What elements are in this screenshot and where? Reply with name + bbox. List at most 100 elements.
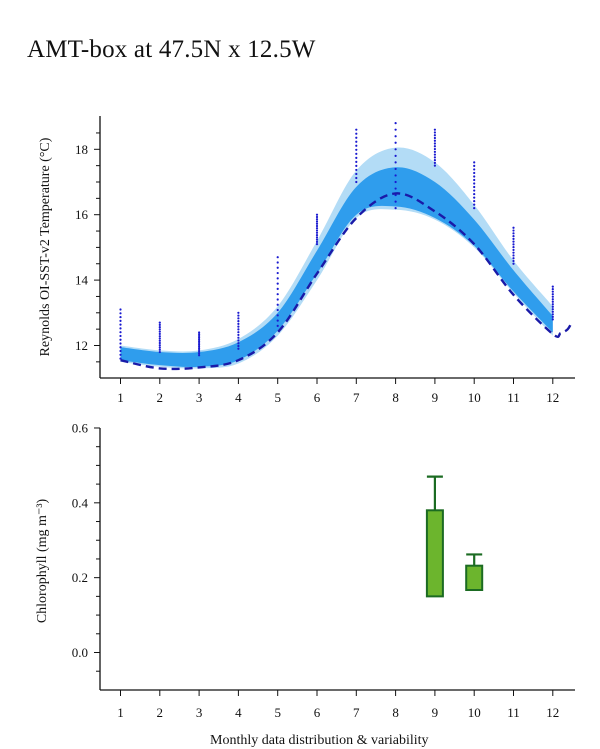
data-dot xyxy=(198,338,201,341)
data-dot xyxy=(237,331,240,334)
data-dot xyxy=(551,293,554,296)
data-dot xyxy=(315,233,319,237)
data-dot xyxy=(315,218,319,221)
x-tick-label: 7 xyxy=(353,390,360,405)
data-dot xyxy=(512,251,515,254)
data-dot xyxy=(237,328,240,331)
mean-temperature-line xyxy=(120,192,574,371)
x-tick-label: 10 xyxy=(468,390,481,405)
x-tick-label: 3 xyxy=(196,390,203,405)
x-tick-label: 9 xyxy=(432,390,439,405)
data-dot xyxy=(512,229,515,232)
data-dot xyxy=(315,231,319,234)
data-dot xyxy=(119,342,122,345)
dot-column-month-7 xyxy=(355,128,358,184)
data-dot xyxy=(394,122,397,125)
x-tick-label: 5 xyxy=(274,390,281,405)
data-dot xyxy=(119,346,122,349)
data-dot xyxy=(119,319,122,322)
data-dot xyxy=(237,344,240,348)
data-dot xyxy=(237,322,240,325)
data-dot xyxy=(315,220,319,223)
x-tick-label: 12 xyxy=(546,705,559,720)
data-dot xyxy=(119,353,122,356)
data-dot xyxy=(394,180,397,184)
data-dot xyxy=(119,331,122,334)
data-dot xyxy=(237,320,240,323)
data-dot xyxy=(355,160,358,163)
data-dot xyxy=(355,168,358,172)
x-tick-label: 1 xyxy=(117,705,124,720)
data-dot xyxy=(355,164,358,168)
data-dot xyxy=(276,303,279,306)
data-dot xyxy=(276,282,279,285)
data-dot xyxy=(276,298,279,301)
data-dot xyxy=(512,240,515,243)
x-tick-label: 11 xyxy=(507,705,520,720)
data-dot xyxy=(433,136,436,140)
data-dot xyxy=(433,131,436,134)
data-dot xyxy=(315,243,319,246)
data-dot xyxy=(433,139,436,142)
data-dot xyxy=(355,140,358,143)
x-tick-label: 5 xyxy=(274,705,281,720)
data-dot xyxy=(473,196,476,199)
dot-column-month-10 xyxy=(473,161,476,210)
data-dot xyxy=(512,243,515,246)
data-dot xyxy=(119,315,122,319)
data-dot xyxy=(237,311,240,314)
data-dot xyxy=(394,128,397,131)
data-dot xyxy=(551,308,554,311)
data-dot xyxy=(276,266,279,269)
data-dot xyxy=(158,328,161,331)
data-dot xyxy=(473,164,476,168)
data-dot xyxy=(433,128,436,131)
data-dot xyxy=(433,159,436,162)
dot-column-month-6 xyxy=(315,213,319,246)
data-dot xyxy=(551,318,554,321)
data-dot xyxy=(198,343,201,346)
data-dot xyxy=(433,156,436,159)
data-dot xyxy=(394,200,397,203)
data-dot xyxy=(394,207,397,210)
data-dot xyxy=(512,259,515,263)
data-dot xyxy=(158,346,161,349)
data-dot xyxy=(119,308,122,311)
data-dot xyxy=(237,342,240,345)
y-tick-label: 18 xyxy=(75,142,88,157)
data-dot xyxy=(158,350,161,354)
data-dot xyxy=(512,254,515,257)
data-dot xyxy=(315,240,319,243)
data-dot xyxy=(394,135,397,138)
data-dot xyxy=(473,207,476,210)
data-dot xyxy=(276,293,279,296)
data-dot xyxy=(551,315,554,318)
data-dot xyxy=(198,348,201,352)
data-dot xyxy=(512,234,515,238)
data-dot xyxy=(433,147,436,151)
data-dot xyxy=(433,145,436,148)
chlorophyll-box xyxy=(425,509,444,598)
data-dot xyxy=(551,300,554,303)
y-tick-label: 12 xyxy=(75,338,88,353)
x-tick-label: 10 xyxy=(468,705,481,720)
data-dot xyxy=(276,324,279,327)
data-dot xyxy=(394,174,397,177)
x-tick-label: 8 xyxy=(392,705,399,720)
x-tick-label: 4 xyxy=(235,705,242,720)
x-tick-label: 9 xyxy=(432,705,439,720)
data-dot xyxy=(355,176,358,180)
data-dot xyxy=(355,148,358,151)
data-dot xyxy=(473,185,476,189)
data-dot xyxy=(512,257,515,260)
data-dot xyxy=(355,132,358,135)
data-dot xyxy=(198,341,201,345)
y-tick-label: 16 xyxy=(75,207,89,222)
data-dot xyxy=(237,347,240,350)
data-dot xyxy=(198,352,201,355)
data-dot xyxy=(237,333,240,337)
y-axis-title: Chlorophyll (mg m⁻³) xyxy=(35,498,50,623)
